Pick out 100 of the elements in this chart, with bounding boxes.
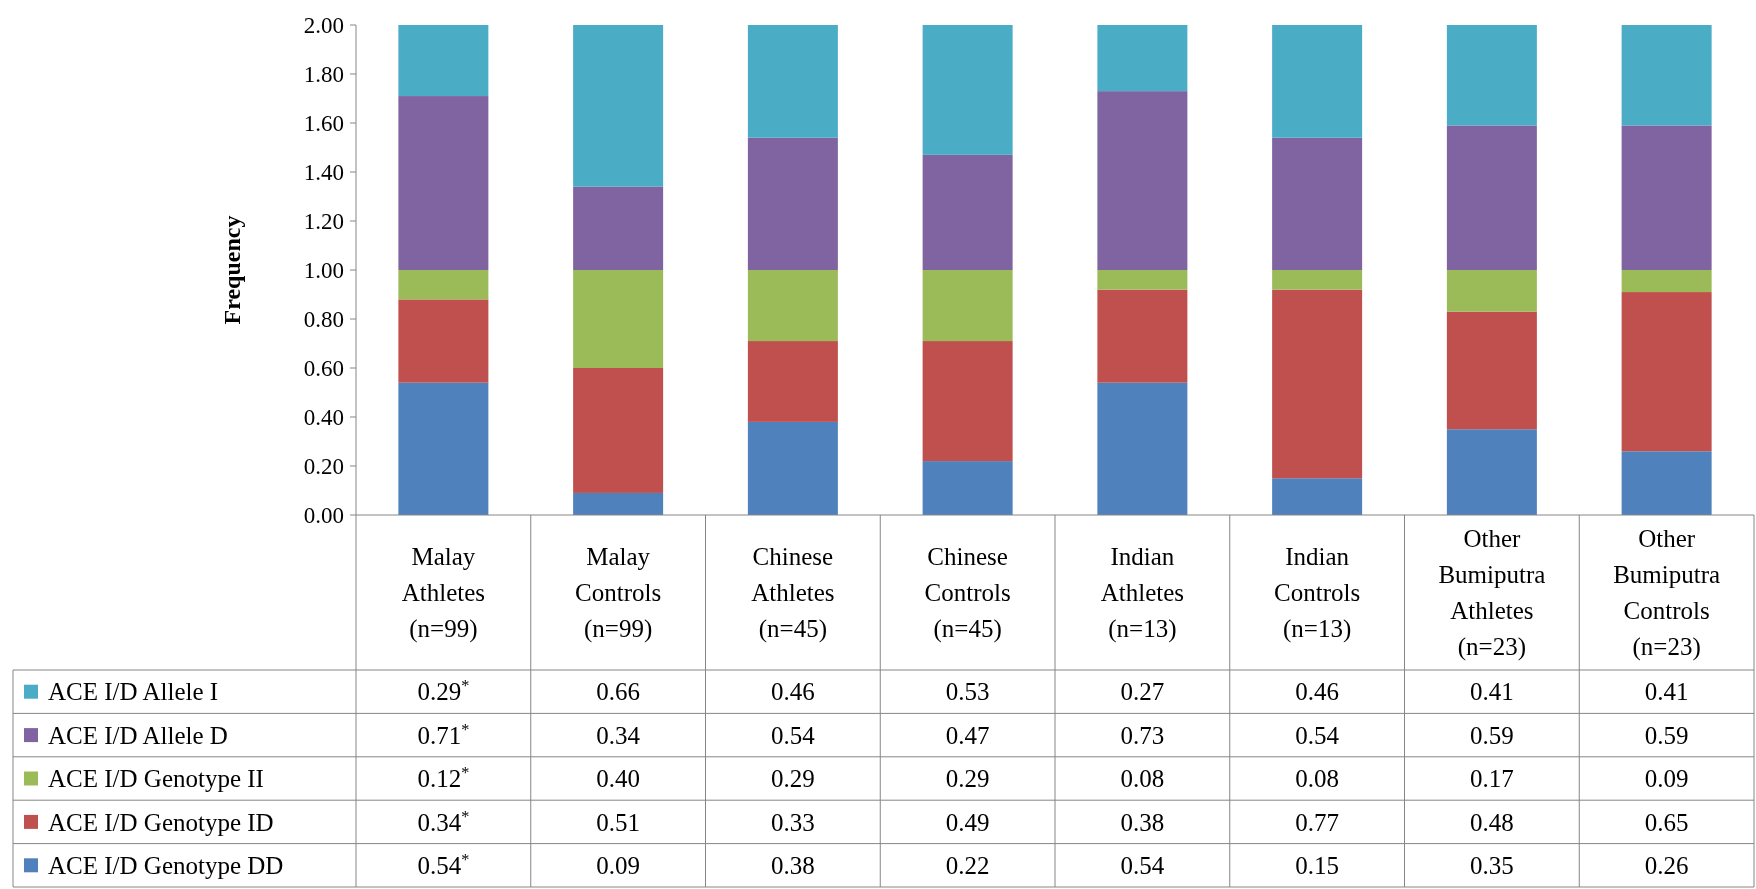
data-label: 0.35 — [1470, 852, 1514, 880]
bar — [1446, 429, 1537, 515]
data-label: 0.09 — [596, 852, 640, 880]
bar — [747, 421, 838, 515]
bar — [1621, 125, 1712, 270]
y-tick-label: 1.40 — [303, 160, 344, 186]
bar — [922, 341, 1013, 462]
bar — [398, 96, 489, 270]
data-label: 0.08 — [1120, 765, 1165, 793]
data-label: 0.40 — [596, 765, 640, 793]
data-label: 0.34$^{*}$ — [417, 807, 470, 836]
y-axis-title: Frequency — [219, 215, 245, 325]
data-label: 0.38 — [1120, 808, 1165, 836]
bar — [1272, 137, 1363, 270]
bar — [1446, 270, 1537, 312]
data-label: 0.09 — [1644, 765, 1689, 793]
bar — [398, 299, 489, 383]
bar — [1097, 91, 1188, 270]
y-tick-label: 1.20 — [303, 209, 344, 235]
data-label: 0.54 — [771, 721, 816, 749]
data-label: 0.54 — [1295, 721, 1340, 749]
data-label: 0.29 — [771, 765, 815, 793]
data-label: 0.47 — [945, 721, 990, 749]
y-tick-label: 0.00 — [303, 503, 344, 529]
x-tick-label: Chinese Controls (n=45) — [924, 543, 1011, 644]
data-label: 0.49 — [945, 808, 990, 836]
bar — [573, 270, 664, 368]
bar — [1621, 451, 1712, 515]
data-label: 0.59 — [1470, 721, 1514, 749]
bar — [398, 270, 489, 300]
data-label: 0.38 — [771, 852, 815, 880]
bar — [1446, 311, 1537, 430]
y-tick-label: 1.00 — [303, 258, 344, 284]
data-label: 0.17 — [1470, 765, 1514, 793]
data-label: 0.41 — [1644, 678, 1689, 706]
data-label: 0.46 — [771, 678, 815, 706]
bar — [922, 270, 1013, 342]
bar — [1621, 270, 1712, 293]
y-tick-label: 0.80 — [303, 307, 344, 333]
y-tick-label: 2.00 — [303, 13, 344, 39]
bar — [1097, 289, 1188, 383]
data-label: 0.08 — [1295, 765, 1339, 793]
legend-label: ACE I/D Allele D — [48, 721, 228, 749]
bar — [1446, 25, 1537, 126]
data-label: 0.26 — [1644, 852, 1689, 880]
data-label: 0.66 — [596, 678, 640, 706]
legend-label: ACE I/D Allele I — [48, 678, 219, 706]
data-label: 0.65 — [1644, 808, 1689, 836]
bar — [573, 368, 664, 493]
x-tick-label: Malay Athletes (n=99) — [401, 543, 486, 644]
bar — [747, 270, 838, 342]
bar — [922, 461, 1013, 515]
data-label: 0.29$^{*}$ — [417, 677, 470, 706]
data-label: 0.54$^{*}$ — [417, 851, 470, 880]
legend-label: ACE I/D Genotype DD — [48, 852, 284, 880]
data-label: 0.71$^{*}$ — [417, 720, 470, 749]
legend-label: ACE I/D Genotype II — [48, 765, 264, 793]
bar — [1272, 270, 1363, 290]
x-tick-label: Other Bumiputra Athletes (n=23) — [1438, 525, 1546, 662]
y-tick-label: 0.20 — [303, 454, 344, 480]
data-label: 0.73 — [1120, 721, 1165, 749]
x-tick-label: Chinese Athletes (n=45) — [751, 543, 835, 644]
bar — [573, 25, 664, 187]
bar — [1272, 25, 1363, 138]
bar — [1097, 382, 1188, 515]
data-label: 0.33 — [771, 808, 815, 836]
data-label: 0.51 — [596, 808, 640, 836]
data-label: 0.41 — [1470, 678, 1514, 706]
data-label: 0.12$^{*}$ — [417, 764, 470, 793]
data-label: 0.34 — [596, 721, 641, 749]
bar — [1097, 270, 1188, 290]
legend-label: ACE I/D Genotype ID — [48, 808, 274, 836]
x-tick-label: Indian Controls (n=13) — [1274, 543, 1361, 644]
data-label: 0.59 — [1644, 721, 1689, 749]
data-label: 0.29 — [945, 765, 990, 793]
bar — [1621, 25, 1712, 126]
y-tick-label: 0.40 — [303, 405, 344, 431]
bar — [398, 382, 489, 515]
bar — [922, 25, 1013, 155]
data-label: 0.77 — [1295, 808, 1339, 836]
data-label: 0.54 — [1120, 852, 1165, 880]
x-tick-label: Other Bumiputra Controls (n=23) — [1613, 525, 1721, 662]
bar — [747, 25, 838, 138]
y-tick-label: 0.60 — [303, 356, 344, 382]
data-label: 0.22 — [945, 852, 990, 880]
bar — [747, 137, 838, 270]
bar — [747, 341, 838, 422]
bar — [573, 492, 664, 515]
y-tick-label: 1.60 — [303, 111, 344, 137]
data-label: 0.48 — [1470, 808, 1514, 836]
bar — [922, 154, 1013, 270]
data-label: 0.15 — [1295, 852, 1339, 880]
bar — [1097, 25, 1188, 92]
bar — [398, 25, 489, 97]
bar — [1272, 289, 1363, 479]
data-label: 0.46 — [1295, 678, 1339, 706]
x-tick-label: Indian Athletes (n=13) — [1100, 543, 1185, 644]
bar — [1621, 292, 1712, 452]
data-label: 0.53 — [945, 678, 990, 706]
x-tick-label: Malay Controls (n=99) — [575, 543, 662, 644]
